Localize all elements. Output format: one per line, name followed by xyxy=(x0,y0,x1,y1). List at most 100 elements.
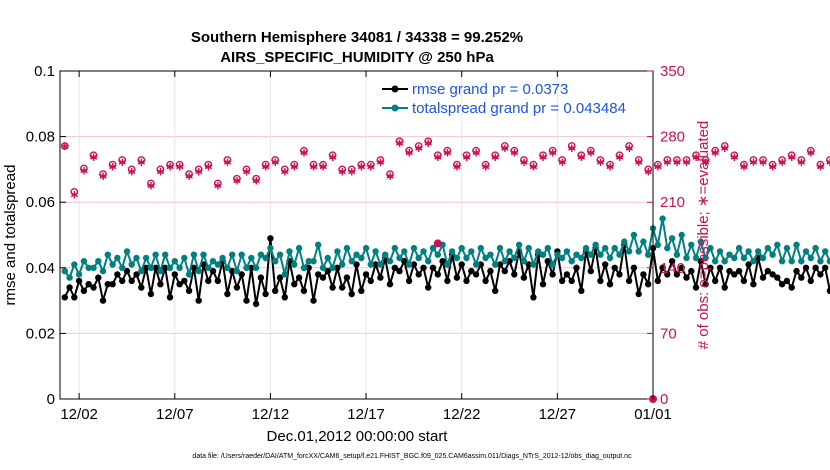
data-point xyxy=(410,244,418,252)
data-point xyxy=(195,297,202,304)
data-point xyxy=(668,235,676,242)
chart-subtitle: AIRS_SPECIFIC_HUMIDITY @ 250 hPa xyxy=(220,49,494,66)
data-point xyxy=(812,244,819,252)
data-point xyxy=(597,277,604,285)
data-point xyxy=(788,284,795,291)
obs-evaluated-marker: ∗ xyxy=(509,146,519,160)
data-point xyxy=(248,254,255,262)
obs-evaluated-marker: ∗ xyxy=(681,155,691,169)
data-point xyxy=(817,258,824,265)
series-3: ∗∗∗∗∗∗ ∗∗∗∗∗ ∗ ∗∗ ∗ ∗∗∗∗∗∗∗ ∗∗ ∗∗∗ ∗∗∗ ∗ ∗ ∗ ∗∗∗∗ ∗ ∗∗… xyxy=(60,136,830,202)
obs-possible-marker xyxy=(166,160,174,169)
data-point xyxy=(310,297,317,304)
data-point xyxy=(214,277,221,285)
data-point xyxy=(448,248,456,255)
data-point xyxy=(257,274,265,281)
obs-possible-marker xyxy=(759,156,767,164)
data-point xyxy=(578,287,585,294)
data-point xyxy=(740,254,748,262)
y-axis-ticks: 0 0.02 0.04 0.06 0.08 0.1 xyxy=(26,63,66,408)
obs-possible-marker xyxy=(749,156,758,164)
data-point xyxy=(554,251,561,258)
obs-evaluated-marker: ∗ xyxy=(308,160,318,174)
data-point xyxy=(300,287,308,294)
data-point xyxy=(783,277,791,285)
obs-possible-marker xyxy=(720,142,729,150)
data-point xyxy=(205,264,212,271)
data-point xyxy=(817,271,824,278)
data-point xyxy=(114,254,121,262)
data-point xyxy=(152,251,159,258)
obs-evaluated-marker: ∗ xyxy=(691,150,701,164)
data-point xyxy=(798,258,805,265)
data-point xyxy=(66,284,73,291)
obs-possible-marker xyxy=(347,165,356,174)
data-point xyxy=(654,241,661,248)
x-axis-ticks: 12/02 12/07 12/12 12/17 12/22 12/27 01/01 xyxy=(60,71,672,423)
obs-evaluated-marker: ∗ xyxy=(729,150,739,164)
obs-evaluated-marker: ∗ xyxy=(605,160,615,174)
data-point xyxy=(229,251,236,258)
data-point xyxy=(735,244,743,252)
data-point xyxy=(764,267,771,275)
data-point xyxy=(592,241,599,248)
data-point xyxy=(702,254,709,262)
obs-evaluated-marker: ∗ xyxy=(442,146,452,160)
data-point xyxy=(707,264,714,271)
data-point xyxy=(142,264,150,271)
obs-possible-marker xyxy=(357,160,366,169)
data-point xyxy=(616,251,623,258)
obs-possible-marker xyxy=(70,187,79,196)
data-point xyxy=(472,261,480,268)
data-point xyxy=(276,251,284,258)
x-axis-label: Dec.01,2012 00:00:00 start xyxy=(267,428,449,445)
data-point xyxy=(434,271,441,278)
data-point xyxy=(769,251,776,258)
obs-possible-marker xyxy=(520,156,528,164)
obs-possible-marker xyxy=(261,160,270,169)
data-point xyxy=(415,271,422,278)
series-line xyxy=(63,238,830,305)
obs-evaluated-marker: ∗ xyxy=(356,160,366,174)
data-point xyxy=(573,264,580,271)
obs-evaluated-marker: ∗ xyxy=(127,164,137,178)
data-point xyxy=(219,254,226,262)
obs-evaluated-marker: ∗ xyxy=(481,160,491,174)
data-point xyxy=(635,248,642,255)
y-tick-label: 0.02 xyxy=(26,325,55,342)
data-point xyxy=(716,264,724,271)
data-point xyxy=(71,294,78,301)
data-point xyxy=(147,264,155,271)
data-point xyxy=(539,251,547,258)
data-point xyxy=(262,254,269,262)
data-point xyxy=(573,251,580,258)
data-point xyxy=(420,248,427,255)
x-tick-label: 12/27 xyxy=(539,406,577,423)
data-point xyxy=(343,274,351,281)
obs-evaluated-marker: ∗ xyxy=(155,164,165,178)
data-point xyxy=(692,284,700,291)
data-point xyxy=(362,271,370,278)
obs-possible-marker xyxy=(299,146,308,155)
data-point xyxy=(501,258,508,265)
data-point xyxy=(520,274,528,281)
obs-evaluated-marker: ∗ xyxy=(433,150,443,164)
data-point xyxy=(90,264,97,271)
data-point xyxy=(602,244,609,252)
x-tick-label: 12/17 xyxy=(347,406,385,423)
data-point xyxy=(353,251,360,258)
obs-evaluated-marker: ∗ xyxy=(328,150,338,164)
obs-evaluated-marker: ∗ xyxy=(98,169,108,183)
data-point xyxy=(248,264,255,271)
data-point xyxy=(205,277,212,285)
data-point xyxy=(415,254,422,262)
data-point xyxy=(272,258,279,265)
obs-evaluated-marker: ∗ xyxy=(614,150,624,164)
obs-possible-marker xyxy=(634,156,643,164)
obs-evaluated-marker: ∗ xyxy=(815,160,825,174)
data-point xyxy=(544,258,551,265)
obs-possible-marker xyxy=(60,142,69,150)
y2-axis-label: # of obs: o=possible; ∗=evaluated xyxy=(695,121,712,350)
x-tick-label: 12/02 xyxy=(60,406,98,423)
data-point xyxy=(764,244,771,252)
